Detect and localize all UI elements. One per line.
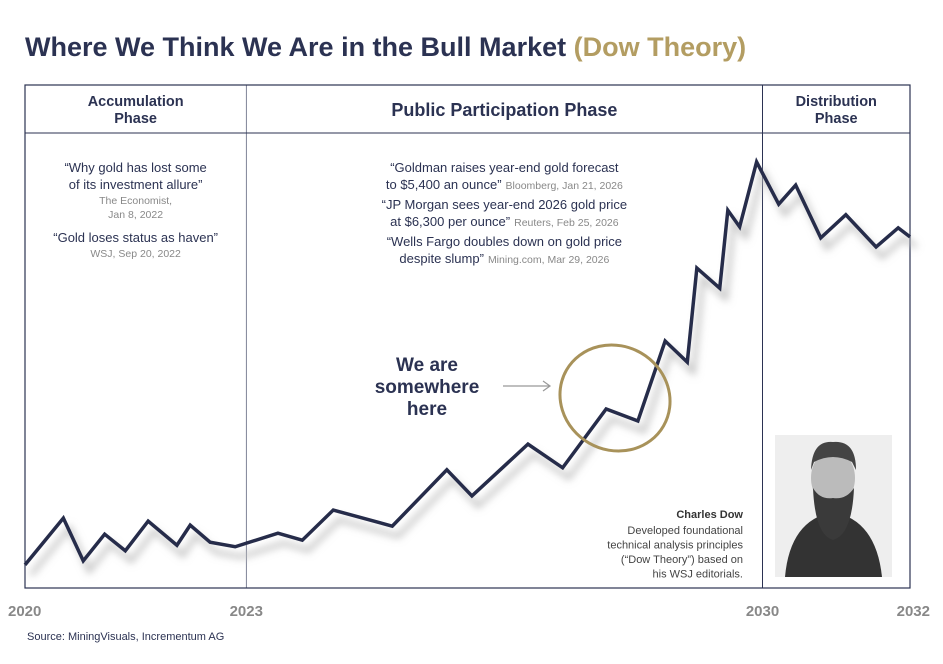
highlight-ellipse (558, 343, 672, 453)
price-line (23, 157, 912, 566)
quote-text: of its investment allure” (69, 177, 203, 192)
quote-source: The Economist, (99, 195, 172, 207)
x-tick-label: 2020 (8, 603, 41, 620)
portrait-caption: Developed foundational (627, 525, 743, 537)
chart-title: Where We Think We Are in the Bull Market… (25, 32, 746, 62)
phase-name: Public Participation Phase (391, 100, 617, 120)
quote-line: “Why gold has lost some (64, 160, 206, 175)
quote-line: “JP Morgan sees year-end 2026 gold price (382, 197, 627, 212)
annotation: here (407, 399, 447, 420)
quote-source: Reuters, Feb 25, 2026 (514, 217, 619, 229)
source-note: Source: MiningVisuals, Incrementum AG (27, 631, 224, 643)
quote-source: Bloomberg, Jan 21, 2026 (506, 180, 623, 192)
quote-text: at $6,300 per ounce” (390, 214, 510, 229)
x-tick-label: 2023 (230, 603, 263, 620)
x-tick-label: 2032 (897, 603, 930, 620)
title-main: Where We Think We Are in the Bull Market (25, 32, 566, 62)
portrait-figure (785, 441, 882, 577)
quote-source: Mining.com, Mar 29, 2026 (488, 254, 610, 266)
quote-line: to $5,400 an ounce” Bloomberg, Jan 21, 20… (386, 177, 623, 192)
quote-text: “Why gold has lost some (64, 160, 206, 175)
line-shadow (29, 166, 918, 577)
quote-text: despite slump” (399, 251, 484, 266)
quote-line: “Gold loses status as haven” (53, 230, 218, 245)
quote-line: of its investment allure” (69, 177, 203, 192)
quote-line: despite slump” Mining.com, Mar 29, 2026 (399, 251, 609, 266)
quote-text: “JP Morgan sees year-end 2026 gold price (382, 197, 627, 212)
portrait-name: Charles Dow (676, 509, 743, 521)
phase-name: Accumulation (88, 94, 184, 110)
portrait-caption: technical analysis principles (607, 540, 743, 552)
quote-line: “Wells Fargo doubles down on gold price (387, 234, 622, 249)
annotation: somewhere (375, 377, 480, 398)
quote-text: “Goldman raises year-end gold forecast (390, 160, 619, 175)
x-tick-label: 2030 (746, 603, 779, 620)
quote-text: “Gold loses status as haven” (53, 230, 218, 245)
portrait-caption: his WSJ editorials. (653, 569, 743, 581)
title-highlight: (Dow Theory) (574, 32, 747, 62)
portrait-caption: (“Dow Theory”) based on (621, 554, 743, 566)
phase-name: Phase (815, 111, 858, 127)
quote-source: Jan 8, 2022 (108, 209, 163, 221)
annotation: We are (396, 355, 458, 376)
quote-line: “Goldman raises year-end gold forecast (390, 160, 619, 175)
quote-source: WSJ, Sep 20, 2022 (90, 248, 181, 260)
plot-frame (24, 84, 911, 589)
phase-name: Phase (114, 111, 157, 127)
quote-line: at $6,300 per ounce” Reuters, Feb 25, 202… (390, 214, 619, 229)
phase-name: Distribution (796, 94, 877, 110)
quote-text: “Wells Fargo doubles down on gold price (387, 234, 622, 249)
annotation-arrow (503, 380, 552, 392)
quote-text: to $5,400 an ounce” (386, 177, 502, 192)
